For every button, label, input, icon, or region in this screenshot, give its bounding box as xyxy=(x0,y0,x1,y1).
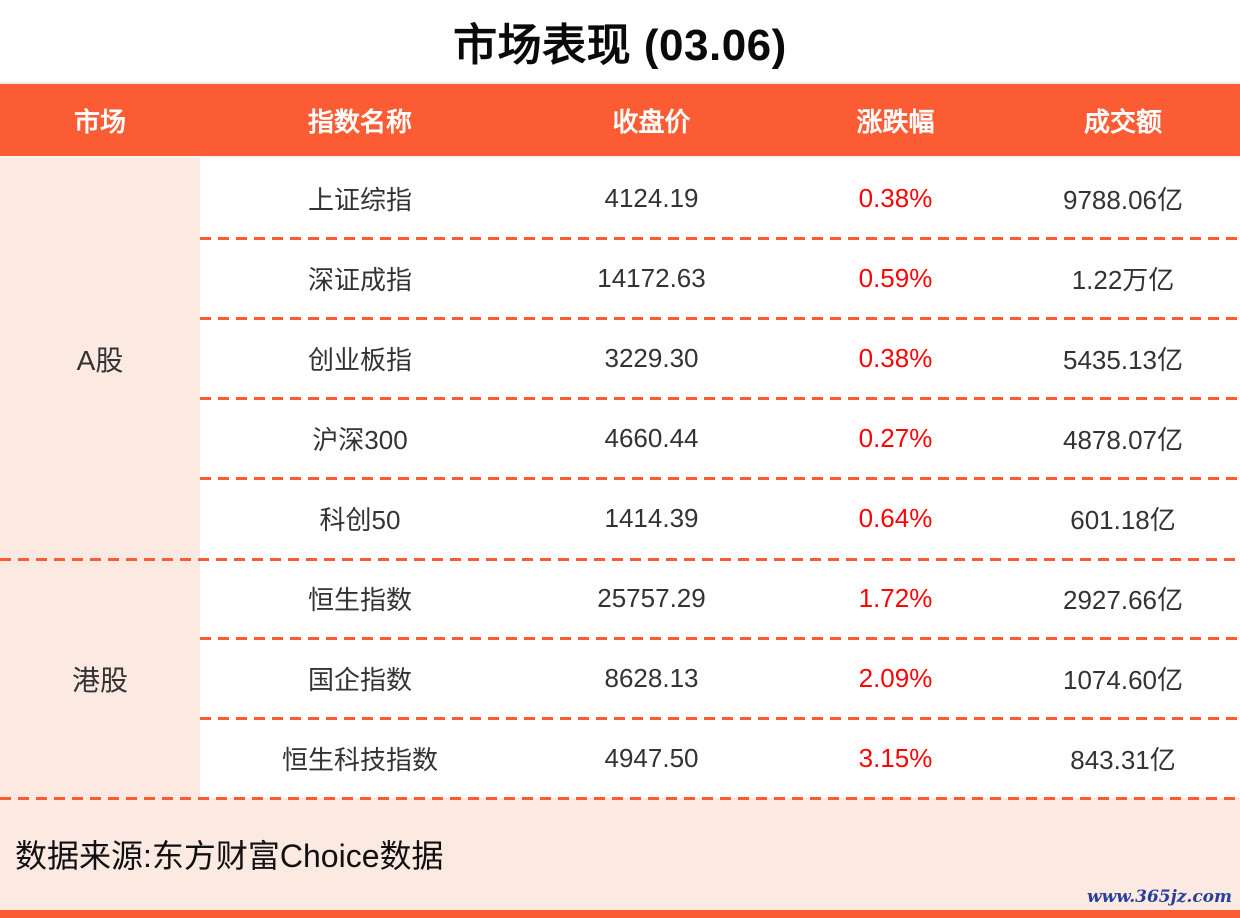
bottom-accent-bar xyxy=(0,910,1240,918)
change-pct: 0.59% xyxy=(858,262,933,293)
change-pct: 2.09% xyxy=(858,663,933,693)
table-row: 创业板指 3229.30 0.38% 5435.13亿 xyxy=(200,318,1240,401)
close-price: 3229.30 xyxy=(604,343,699,373)
turnover: 1.22万亿 xyxy=(1071,264,1175,295)
change-pct: 1.72% xyxy=(858,583,933,614)
data-source-text: 数据来源:东方财富Choice数据 xyxy=(15,838,444,874)
section-a-shares: A股 上证综指 4124.19 0.38% 9788.06亿 深证成指 1417… xyxy=(0,158,1240,559)
close-price: 8628.13 xyxy=(604,663,699,693)
title-bar: 市场表现 (03.06) xyxy=(0,0,1240,82)
index-name: 恒生科技指数 xyxy=(281,744,438,775)
turnover: 4878.07亿 xyxy=(1063,425,1183,456)
change-pct: 0.38% xyxy=(858,182,933,213)
turnover: 5435.13亿 xyxy=(1063,345,1183,375)
close-price: 14172.63 xyxy=(597,262,706,293)
turnover: 843.31亿 xyxy=(1070,744,1176,775)
close-price: 4124.19 xyxy=(604,182,699,213)
index-name: 国企指数 xyxy=(307,665,412,695)
table-row: 恒生科技指数 4947.50 3.15% 843.31亿 xyxy=(200,718,1240,798)
title-divider xyxy=(0,82,1240,84)
market-label-a-shares: A股 xyxy=(0,158,200,559)
table-row: 上证综指 4124.19 0.38% 9788.06亿 xyxy=(200,158,1240,240)
change-pct: 0.38% xyxy=(858,343,933,373)
index-name: 深证成指 xyxy=(307,264,412,295)
index-name: 创业板指 xyxy=(307,345,412,375)
index-name: 恒生指数 xyxy=(307,585,412,616)
table-row: 沪深300 4660.44 0.27% 4878.07亿 xyxy=(200,399,1240,481)
close-price: 1414.39 xyxy=(604,503,699,534)
close-price: 4660.44 xyxy=(604,423,699,454)
close-price: 4947.50 xyxy=(604,742,699,773)
table-header-row: 市场 指数名称 收盘价 涨跌幅 成交额 xyxy=(0,84,1240,158)
turnover: 1074.60亿 xyxy=(1063,665,1183,695)
change-pct: 0.64% xyxy=(858,503,933,534)
change-pct: 3.15% xyxy=(858,742,933,773)
index-name: 沪深300 xyxy=(312,425,408,456)
market-label-hk-shares: 港股 xyxy=(0,559,200,798)
page-title: 市场表现 (03.06) xyxy=(453,21,787,70)
table-row: 深证成指 14172.63 0.59% 1.22万亿 xyxy=(200,238,1240,321)
index-name: 上证综指 xyxy=(307,184,412,215)
turnover: 601.18亿 xyxy=(1070,505,1176,536)
section-a-rows: 上证综指 4124.19 0.38% 9788.06亿 深证成指 14172.6… xyxy=(200,158,1240,559)
table-row: 恒生指数 25757.29 1.72% 2927.66亿 xyxy=(200,559,1240,640)
table-row: 科创50 1414.39 0.64% 601.18亿 xyxy=(200,479,1240,559)
section-hk-shares: 港股 恒生指数 25757.29 1.72% 2927.66亿 国企指数 862… xyxy=(0,559,1240,798)
header-change-pct: 涨跌幅 xyxy=(856,106,935,137)
close-price: 25757.29 xyxy=(597,583,706,614)
index-name: 科创50 xyxy=(319,505,401,536)
turnover: 9788.06亿 xyxy=(1063,184,1183,215)
header-market: 市场 xyxy=(73,106,126,137)
change-pct: 0.27% xyxy=(858,423,933,454)
header-close-price: 收盘价 xyxy=(612,106,691,137)
header-index-name: 指数名称 xyxy=(307,106,412,137)
header-turnover: 成交额 xyxy=(1083,106,1162,137)
section-hk-rows: 恒生指数 25757.29 1.72% 2927.66亿 国企指数 8628.1… xyxy=(200,559,1240,798)
table-row: 国企指数 8628.13 2.09% 1074.60亿 xyxy=(200,639,1240,720)
turnover: 2927.66亿 xyxy=(1063,585,1183,616)
footer: 数据来源:东方财富Choice数据 www.365jz.com xyxy=(0,796,1240,910)
watermark-url: www.365jz.com xyxy=(1087,887,1232,907)
